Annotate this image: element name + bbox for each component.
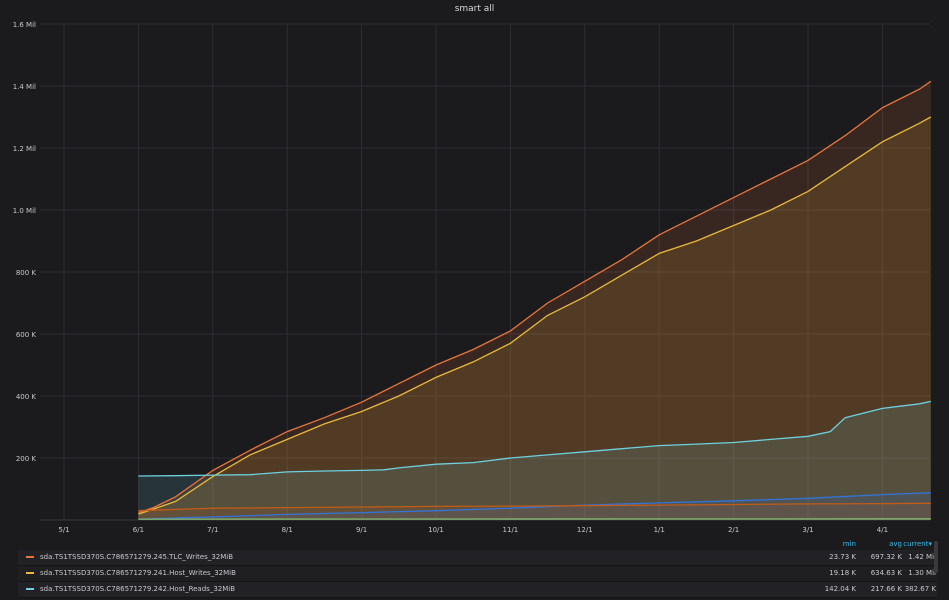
chart-area: 200 K 400 K 600 K 800 K 1.0 Mil 1.2 Mil 1.4 Mi… xyxy=(13,21,932,534)
x-tick-label: 5/1 xyxy=(58,526,69,534)
y-tick-label: 1.0 Mil xyxy=(13,207,36,215)
y-tick-label: 1.6 Mil xyxy=(13,21,36,29)
series-color-swatch[interactable] xyxy=(26,572,34,574)
legend-value-current: 382.67 K xyxy=(904,585,936,593)
legend-value-avg: 634.63 K xyxy=(870,569,902,577)
x-tick-label: 12/1 xyxy=(577,526,593,534)
legend-row[interactable]: sda.TS1TSSD370S.C786571279.241.Host_Writ… xyxy=(18,566,937,582)
legend-series-name[interactable]: sda.TS1TSSD370S.C786571279.242.Host_Read… xyxy=(40,585,236,593)
legend-header-avg[interactable]: avg xyxy=(889,540,902,548)
legend-header-current[interactable]: current▾ xyxy=(903,540,932,548)
x-tick-label: 11/1 xyxy=(503,526,519,534)
x-tick-label: 2/1 xyxy=(728,526,739,534)
y-tick-label: 800 K xyxy=(16,269,37,277)
series-area-2 xyxy=(138,401,931,520)
legend-value-avg: 697.32 K xyxy=(870,553,902,561)
legend-value-current: 1.30 Mil xyxy=(908,569,936,577)
legend-header-min[interactable]: min xyxy=(842,540,856,548)
y-tick-label: 1.2 Mil xyxy=(13,145,36,153)
x-tick-label: 6/1 xyxy=(133,526,144,534)
x-tick-label: 10/1 xyxy=(428,526,444,534)
y-tick-label: 600 K xyxy=(16,331,37,339)
legend-value-min: 19.18 K xyxy=(829,569,856,577)
series-area-3 xyxy=(138,492,931,520)
series-line-0 xyxy=(138,80,932,514)
series-line-4 xyxy=(138,502,931,512)
legend-series-name[interactable]: sda.TS1TSSD370S.C786571279.245.TLC_Write… xyxy=(40,553,234,561)
series-area-0 xyxy=(138,81,931,521)
legend-row[interactable]: sda.TS1TSSD370S.C786571279.242.Host_Read… xyxy=(18,582,937,598)
y-tick-label: 1.4 Mil xyxy=(13,83,36,91)
legend-table: min avg current▾ sda.TS1TSSD370S.C786571… xyxy=(18,538,937,598)
x-tick-label: 3/1 xyxy=(802,526,813,534)
series-line-3 xyxy=(138,492,931,520)
series-color-swatch[interactable] xyxy=(26,556,34,558)
legend-value-min: 23.73 K xyxy=(829,553,856,561)
legend-rows: sda.TS1TSSD370S.C786571279.245.TLC_Write… xyxy=(18,550,937,598)
y-tick-label: 200 K xyxy=(16,455,37,463)
x-tick-label: 8/1 xyxy=(282,526,293,534)
x-tick-label: 9/1 xyxy=(356,526,367,534)
legend-scrollbar[interactable] xyxy=(934,541,938,573)
legend-value-avg: 217.66 K xyxy=(870,585,902,593)
legend-series-name[interactable]: sda.TS1TSSD370S.C786571279.241.Host_Writ… xyxy=(40,569,236,577)
x-tick-label: 4/1 xyxy=(877,526,888,534)
panel-title[interactable]: smart all xyxy=(454,4,495,14)
legend-value-current: 1.42 Mil xyxy=(908,553,936,561)
series-area-1 xyxy=(138,117,931,520)
x-tick-label: 1/1 xyxy=(654,526,665,534)
series-line-1 xyxy=(138,116,932,515)
legend-value-min: 142.04 K xyxy=(824,585,856,593)
series-color-swatch[interactable] xyxy=(26,588,34,590)
y-tick-label: 400 K xyxy=(16,393,37,401)
legend-row[interactable]: sda.TS1TSSD370S.C786571279.245.TLC_Write… xyxy=(18,550,937,566)
x-tick-label: 7/1 xyxy=(207,526,218,534)
legend-header: min avg current▾ xyxy=(18,538,937,550)
series-line-2 xyxy=(138,400,931,477)
